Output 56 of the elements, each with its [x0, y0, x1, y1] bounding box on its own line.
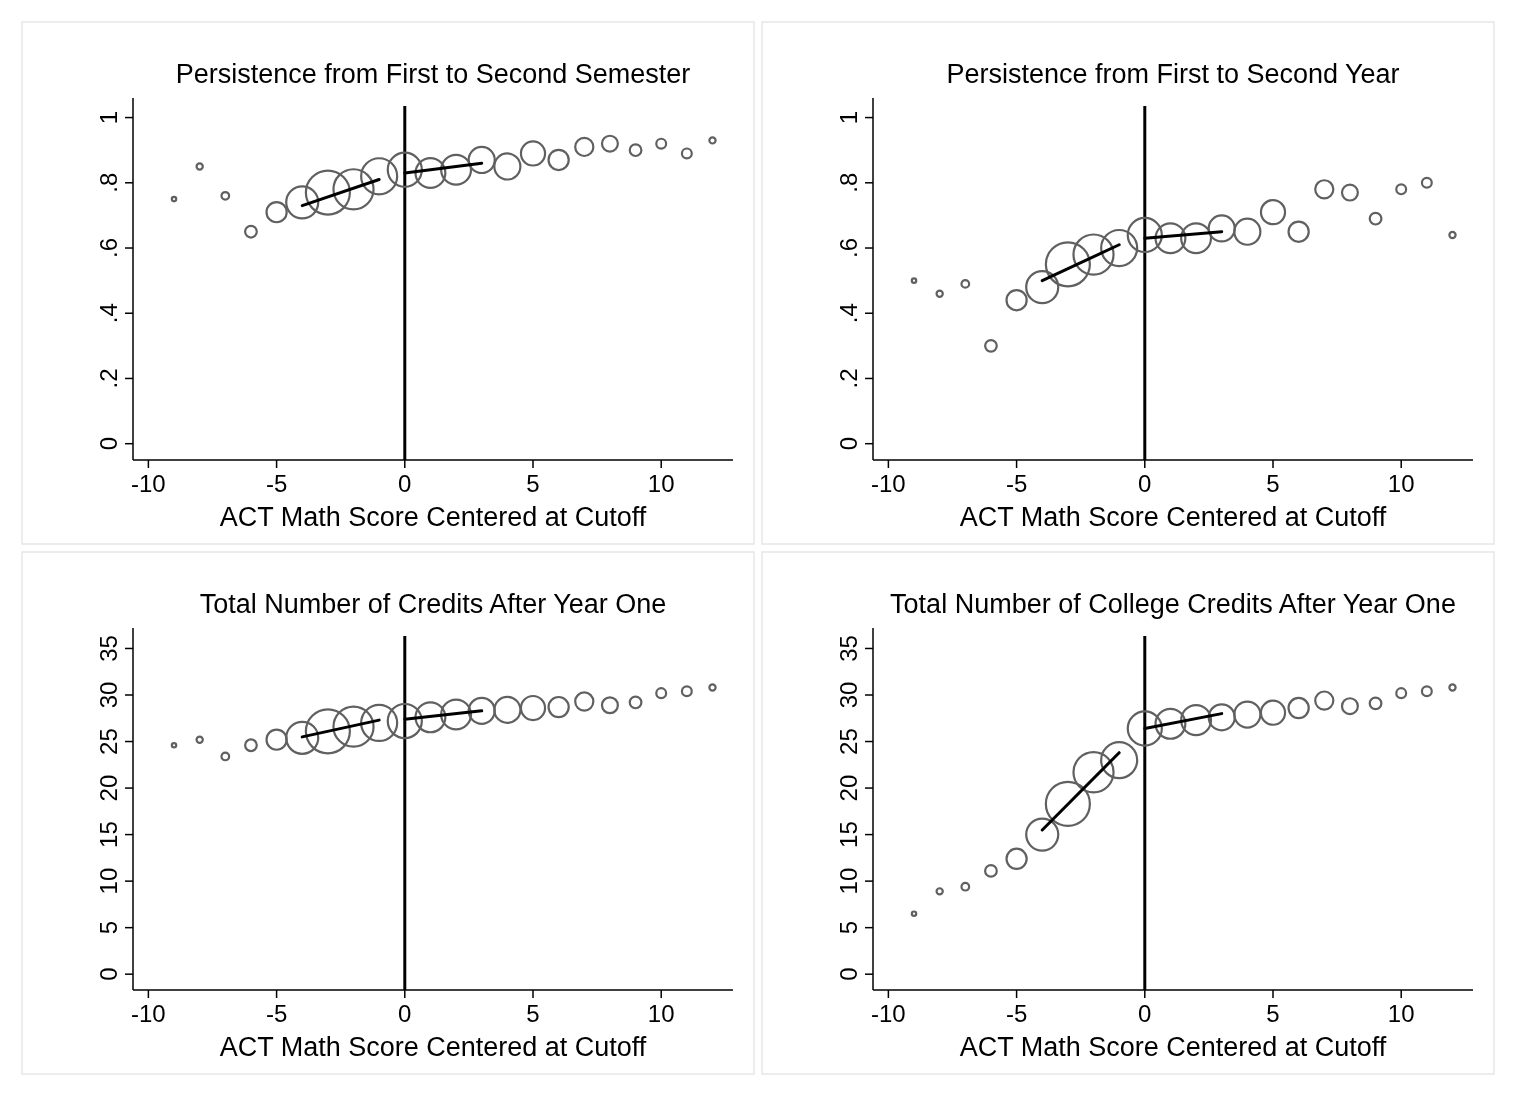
- x-tick-label: -10: [131, 1000, 166, 1027]
- x-axis-title: ACT Math Score Centered at Cutoff: [219, 1032, 647, 1062]
- y-tick-label: 25: [95, 728, 122, 755]
- y-tick-label: 0: [95, 967, 122, 981]
- x-tick-label: 5: [1266, 1000, 1280, 1027]
- y-tick-label: 10: [835, 867, 862, 895]
- y-tick-label: 0: [835, 437, 862, 451]
- x-axis-title: ACT Math Score Centered at Cutoff: [959, 1032, 1387, 1062]
- y-tick-label: 35: [95, 635, 122, 662]
- y-tick-label: .4: [835, 303, 862, 324]
- y-tick-label: 35: [835, 635, 862, 662]
- x-tick-label: 10: [647, 470, 675, 497]
- x-tick-label: -5: [1005, 1000, 1028, 1027]
- y-tick-label: .6: [835, 238, 862, 259]
- y-tick-label: 25: [835, 728, 862, 755]
- y-tick-label: .8: [95, 172, 122, 193]
- x-tick-label: 10: [1387, 1000, 1415, 1027]
- y-tick-label: 30: [835, 681, 862, 709]
- x-tick-label: -5: [265, 470, 288, 497]
- y-tick-label: 30: [95, 681, 122, 709]
- y-tick-label: 1: [95, 110, 122, 125]
- y-tick-label: .2: [95, 368, 122, 389]
- x-tick-label: -5: [265, 1000, 288, 1027]
- y-tick-label: .4: [95, 303, 122, 324]
- x-axis-title: ACT Math Score Centered at Cutoff: [219, 502, 647, 532]
- x-tick-label: 5: [526, 470, 540, 497]
- x-tick-label: 0: [1138, 1000, 1152, 1027]
- chart-title: Total Number of Credits After Year One: [199, 589, 667, 619]
- chart-title: Persistence from First to Second Semester: [175, 59, 691, 89]
- y-tick-label: .8: [835, 172, 862, 193]
- y-tick-label: 20: [95, 774, 122, 802]
- x-tick-label: 5: [526, 1000, 540, 1027]
- y-tick-label: .2: [835, 368, 862, 389]
- y-tick-label: 10: [95, 867, 122, 895]
- y-tick-label: .6: [95, 238, 122, 259]
- y-tick-label: 15: [95, 821, 122, 848]
- x-tick-label: 5: [1266, 470, 1280, 497]
- y-tick-label: 15: [835, 821, 862, 848]
- y-tick-label: 0: [95, 437, 122, 451]
- x-tick-label: -10: [871, 1000, 906, 1027]
- x-tick-label: -10: [131, 470, 166, 497]
- x-tick-label: -5: [1005, 470, 1028, 497]
- x-tick-label: -10: [871, 470, 906, 497]
- x-tick-label: 10: [1387, 470, 1415, 497]
- y-tick-label: 20: [835, 774, 862, 802]
- chart-title: Total Number of College Credits After Year One: [890, 589, 1456, 619]
- x-tick-label: 10: [647, 1000, 675, 1027]
- x-axis-title: ACT Math Score Centered at Cutoff: [959, 502, 1387, 532]
- y-tick-label: 0: [835, 967, 862, 981]
- y-tick-label: 5: [95, 920, 122, 935]
- y-tick-label: 1: [835, 110, 862, 125]
- x-tick-label: 0: [398, 1000, 412, 1027]
- x-tick-label: 0: [1138, 470, 1152, 497]
- chart-title: Persistence from First to Second Year: [946, 59, 1400, 89]
- y-tick-label: 5: [835, 920, 862, 935]
- x-tick-label: 0: [398, 470, 412, 497]
